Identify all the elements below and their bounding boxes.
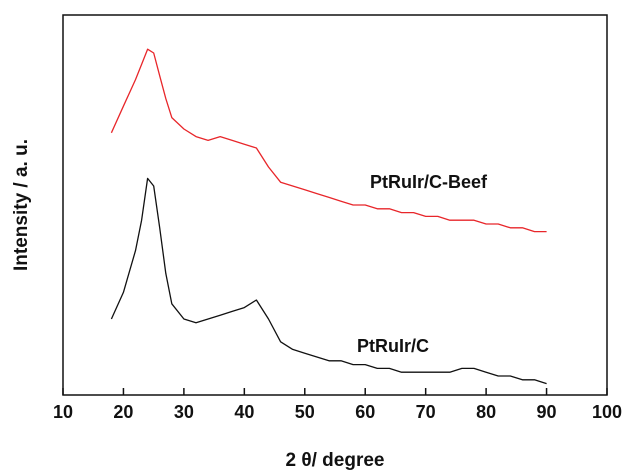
x-tick-label: 50 bbox=[295, 402, 315, 422]
x-tick-label: 30 bbox=[174, 402, 194, 422]
x-tick-label: 90 bbox=[537, 402, 557, 422]
x-tick-label: 70 bbox=[416, 402, 436, 422]
series-label: PtRuIr/C-Beef bbox=[370, 172, 488, 192]
x-tick-label: 40 bbox=[234, 402, 254, 422]
x-tick-label: 10 bbox=[53, 402, 73, 422]
plot-frame bbox=[62, 14, 608, 396]
x-axis-label: 2 θ/ degree bbox=[286, 450, 385, 471]
x-tick-label: 60 bbox=[355, 402, 375, 422]
x-tick-label: 100 bbox=[592, 402, 622, 422]
x-tick-label: 80 bbox=[476, 402, 496, 422]
x-tick-label: 20 bbox=[113, 402, 133, 422]
y-axis-label: Intensity / a. u. bbox=[11, 139, 32, 271]
data-line bbox=[110, 48, 547, 233]
data-line bbox=[110, 177, 547, 385]
series-label: PtRuIr/C bbox=[357, 336, 429, 356]
